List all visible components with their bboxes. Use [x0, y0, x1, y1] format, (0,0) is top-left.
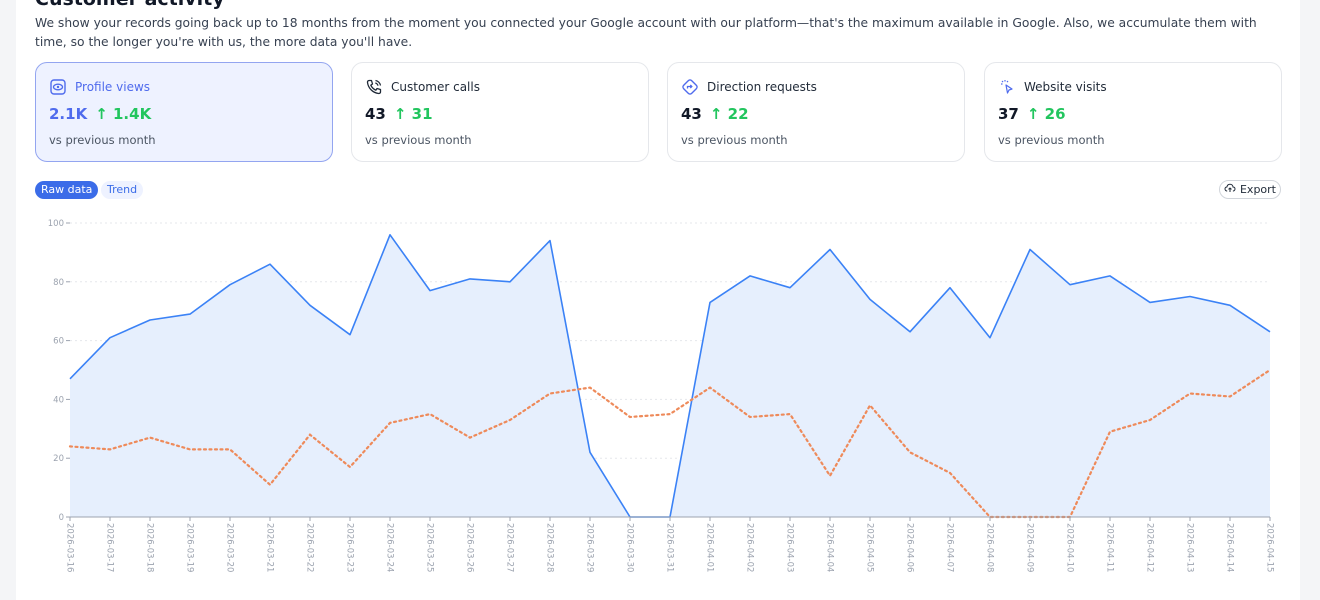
card-delta: ↑ 31: [393, 105, 433, 123]
export-button[interactable]: Export: [1219, 180, 1281, 199]
x-tick-label: 2026-04-07: [945, 523, 955, 572]
y-tick-label: 40: [53, 395, 64, 405]
x-tick-label: 2026-04-05: [865, 523, 875, 572]
page-title: Customer activity: [35, 0, 225, 10]
card-label: Profile views: [75, 80, 151, 94]
card-delta: ↑ 26: [1026, 105, 1066, 123]
trend-toggle[interactable]: Trend: [101, 181, 144, 199]
card-direction-requests[interactable]: Direction requests 43 ↑ 22 vs previous m…: [667, 62, 965, 162]
card-label: Website visits: [1024, 80, 1107, 94]
x-tick-label: 2026-03-30: [625, 523, 635, 572]
x-tick-label: 2026-03-22: [305, 523, 315, 572]
x-tick-label: 2026-04-01: [705, 523, 715, 572]
x-tick-label: 2026-04-15: [1265, 523, 1275, 572]
x-tick-label: 2026-03-23: [345, 523, 355, 572]
x-tick-label: 2026-04-08: [985, 523, 995, 572]
x-tick-label: 2026-03-25: [425, 523, 435, 572]
card-subtext: vs previous month: [365, 133, 472, 147]
card-subtext: vs previous month: [49, 133, 156, 147]
card-subtext: vs previous month: [998, 133, 1105, 147]
export-label: Export: [1239, 183, 1276, 196]
card-value: 2.1K: [49, 105, 88, 123]
y-tick-label: 0: [59, 513, 64, 523]
card-value: 37: [998, 105, 1019, 123]
page-description: We show your records going back up to 18…: [35, 16, 1257, 49]
x-tick-label: 2026-03-27: [505, 523, 515, 572]
x-tick-label: 2026-03-31: [665, 523, 675, 572]
card-label: Customer calls: [391, 80, 480, 94]
y-tick-label: 20: [53, 454, 64, 464]
y-tick-label: 100: [48, 219, 64, 229]
y-tick-label: 80: [53, 278, 64, 288]
x-tick-label: 2026-04-03: [785, 523, 795, 572]
x-tick-label: 2026-03-28: [545, 523, 555, 572]
x-tick-label: 2026-03-24: [385, 523, 395, 572]
x-tick-label: 2026-03-29: [585, 523, 595, 572]
series-area: [70, 234, 1270, 518]
card-delta: ↑ 22: [709, 105, 749, 123]
direction-icon: [681, 78, 699, 96]
x-tick-label: 2026-03-16: [65, 523, 75, 572]
x-tick-label: 2026-03-21: [265, 523, 275, 572]
cursor-click-icon: [998, 78, 1016, 96]
card-label: Direction requests: [707, 80, 817, 94]
x-tick-label: 2026-03-17: [105, 523, 115, 572]
x-tick-label: 2026-04-14: [1225, 523, 1235, 572]
y-tick-label: 60: [53, 337, 64, 347]
x-tick-label: 2026-04-06: [905, 523, 915, 572]
eye-icon: [49, 78, 67, 96]
phone-icon: [365, 78, 383, 96]
x-tick-label: 2026-03-19: [185, 523, 195, 572]
x-tick-label: 2026-03-26: [465, 523, 475, 572]
x-tick-label: 2026-04-13: [1185, 523, 1195, 572]
card-profile-views[interactable]: Profile views 2.1K ↑ 1.4K vs previous mo…: [35, 62, 333, 162]
x-tick-label: 2026-04-02: [745, 523, 755, 572]
card-subtext: vs previous month: [681, 133, 788, 147]
card-delta: ↑ 1.4K: [95, 105, 152, 123]
card-value: 43: [365, 105, 386, 123]
card-value: 43: [681, 105, 702, 123]
card-customer-calls[interactable]: Customer calls 43 ↑ 31 vs previous month: [351, 62, 649, 162]
cloud-upload-icon: [1224, 182, 1236, 197]
x-tick-label: 2026-04-11: [1105, 523, 1115, 572]
raw-data-toggle[interactable]: Raw data: [35, 181, 99, 199]
x-tick-label: 2026-04-09: [1025, 523, 1035, 572]
x-tick-label: 2026-04-12: [1145, 523, 1155, 572]
card-website-visits[interactable]: Website visits 37 ↑ 26 vs previous month: [984, 62, 1282, 162]
x-tick-label: 2026-03-18: [145, 523, 155, 572]
x-tick-label: 2026-04-10: [1065, 523, 1075, 572]
x-tick-label: 2026-03-20: [225, 523, 235, 572]
x-tick-label: 2026-04-04: [825, 523, 835, 572]
